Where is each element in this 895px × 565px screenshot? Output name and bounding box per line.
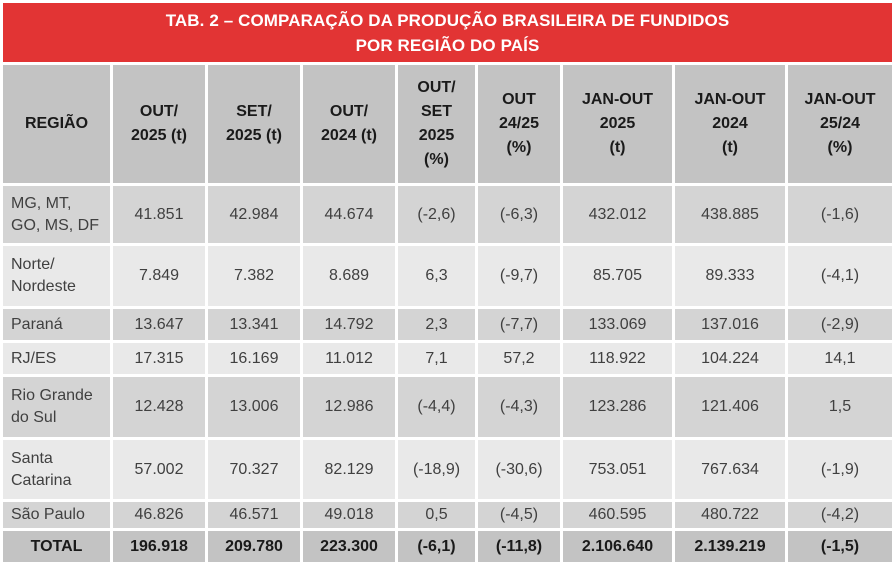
total-row: TOTAL 196.918 209.780 223.300 (-6,1) (-11,8) 2… — [3, 531, 892, 562]
value-cell: 42.984 — [208, 186, 300, 243]
column-header: OUT/ 2025 (t) — [113, 65, 205, 183]
value-cell: 118.922 — [563, 343, 672, 374]
value-cell: 17.315 — [113, 343, 205, 374]
table-title-line1: TAB. 2 – COMPARAÇÃO DA PRODUÇÃO BRASILEI… — [165, 10, 730, 30]
value-cell: 7.382 — [208, 246, 300, 306]
value-cell: 57,2 — [478, 343, 560, 374]
value-cell: 46.826 — [113, 502, 205, 528]
region-cell: Santa Catarina — [3, 440, 110, 499]
value-cell: 196.918 — [113, 531, 205, 562]
value-cell: 767.634 — [675, 440, 785, 499]
value-cell: 12.428 — [113, 377, 205, 437]
column-header: REGIÃO — [3, 65, 110, 183]
value-cell: (-11,8) — [478, 531, 560, 562]
region-cell: São Paulo — [3, 502, 110, 528]
column-header: SET/ 2025 (t) — [208, 65, 300, 183]
column-header: OUT 24/25 (%) — [478, 65, 560, 183]
value-cell: 2.106.640 — [563, 531, 672, 562]
value-cell: 46.571 — [208, 502, 300, 528]
value-cell: (-18,9) — [398, 440, 475, 499]
column-header: OUT/ SET 2025 (%) — [398, 65, 475, 183]
region-cell: Paraná — [3, 309, 110, 340]
value-cell: (-7,7) — [478, 309, 560, 340]
region-cell: RJ/ES — [3, 343, 110, 374]
value-cell: (-4,3) — [478, 377, 560, 437]
value-cell: 460.595 — [563, 502, 672, 528]
value-cell: (-1,5) — [788, 531, 892, 562]
table-row: Paraná 13.647 13.341 14.792 2,3 (-7,7) 133.069… — [3, 309, 892, 340]
value-cell: (-6,3) — [478, 186, 560, 243]
region-cell: MG, MT, GO, MS, DF — [3, 186, 110, 243]
table-title-line2: POR REGIÃO DO PAÍS — [355, 35, 540, 55]
value-cell: 41.851 — [113, 186, 205, 243]
value-cell: (-4,5) — [478, 502, 560, 528]
table-row: Norte/ Nordeste 7.849 7.382 8.689 6,3 (-9,7) 8… — [3, 246, 892, 306]
column-header: JAN-OUT 2024 (t) — [675, 65, 785, 183]
value-cell: 12.986 — [303, 377, 395, 437]
region-cell: Rio Grande do Sul — [3, 377, 110, 437]
value-cell: 13.647 — [113, 309, 205, 340]
value-cell: 16.169 — [208, 343, 300, 374]
value-cell: (-4,4) — [398, 377, 475, 437]
table-title: TAB. 2 – COMPARAÇÃO DA PRODUÇÃO BRASILEI… — [3, 3, 892, 62]
value-cell: 13.341 — [208, 309, 300, 340]
value-cell: 6,3 — [398, 246, 475, 306]
value-cell: 480.722 — [675, 502, 785, 528]
table-header: REGIÃO OUT/ 2025 (t) SET/ 2025 (t) OUT/ 202… — [3, 65, 892, 183]
value-cell: (-6,1) — [398, 531, 475, 562]
value-cell: (-30,6) — [478, 440, 560, 499]
region-cell: Norte/ Nordeste — [3, 246, 110, 306]
value-cell: (-4,1) — [788, 246, 892, 306]
value-cell: 432.012 — [563, 186, 672, 243]
value-cell: 89.333 — [675, 246, 785, 306]
value-cell: (-1,6) — [788, 186, 892, 243]
table-row: RJ/ES 17.315 16.169 11.012 7,1 57,2 118.922 104… — [3, 343, 892, 374]
value-cell: 57.002 — [113, 440, 205, 499]
table-body: MG, MT, GO, MS, DF 41.851 42.984 44.674 (-2,… — [3, 186, 892, 562]
value-cell: (-2,6) — [398, 186, 475, 243]
value-cell: 2,3 — [398, 309, 475, 340]
value-cell: 2.139.219 — [675, 531, 785, 562]
value-cell: 223.300 — [303, 531, 395, 562]
value-cell: 123.286 — [563, 377, 672, 437]
value-cell: (-2,9) — [788, 309, 892, 340]
value-cell: 7,1 — [398, 343, 475, 374]
value-cell: 14,1 — [788, 343, 892, 374]
value-cell: 133.069 — [563, 309, 672, 340]
value-cell: 121.406 — [675, 377, 785, 437]
value-cell: 0,5 — [398, 502, 475, 528]
value-cell: 1,5 — [788, 377, 892, 437]
table-row: MG, MT, GO, MS, DF 41.851 42.984 44.674 (-2,… — [3, 186, 892, 243]
value-cell: 8.689 — [303, 246, 395, 306]
value-cell: 104.224 — [675, 343, 785, 374]
header-row: REGIÃO OUT/ 2025 (t) SET/ 2025 (t) OUT/ 202… — [3, 65, 892, 183]
production-table: REGIÃO OUT/ 2025 (t) SET/ 2025 (t) OUT/ 202… — [0, 62, 895, 565]
column-header: OUT/ 2024 (t) — [303, 65, 395, 183]
value-cell: 753.051 — [563, 440, 672, 499]
value-cell: (-9,7) — [478, 246, 560, 306]
value-cell: 438.885 — [675, 186, 785, 243]
value-cell: (-4,2) — [788, 502, 892, 528]
column-header: JAN-OUT 2025 (t) — [563, 65, 672, 183]
value-cell: 137.016 — [675, 309, 785, 340]
value-cell: 82.129 — [303, 440, 395, 499]
value-cell: 70.327 — [208, 440, 300, 499]
value-cell: 85.705 — [563, 246, 672, 306]
region-cell: TOTAL — [3, 531, 110, 562]
value-cell: 7.849 — [113, 246, 205, 306]
value-cell: 49.018 — [303, 502, 395, 528]
value-cell: (-1,9) — [788, 440, 892, 499]
table-row: Rio Grande do Sul 12.428 13.006 12.986 (-4,4… — [3, 377, 892, 437]
table-row: São Paulo 46.826 46.571 49.018 0,5 (-4,5) 460.… — [3, 502, 892, 528]
table-row: Santa Catarina 57.002 70.327 82.129 (-18,9)(… — [3, 440, 892, 499]
value-cell: 11.012 — [303, 343, 395, 374]
value-cell: 13.006 — [208, 377, 300, 437]
value-cell: 209.780 — [208, 531, 300, 562]
value-cell: 44.674 — [303, 186, 395, 243]
column-header: JAN-OUT 25/24 (%) — [788, 65, 892, 183]
value-cell: 14.792 — [303, 309, 395, 340]
